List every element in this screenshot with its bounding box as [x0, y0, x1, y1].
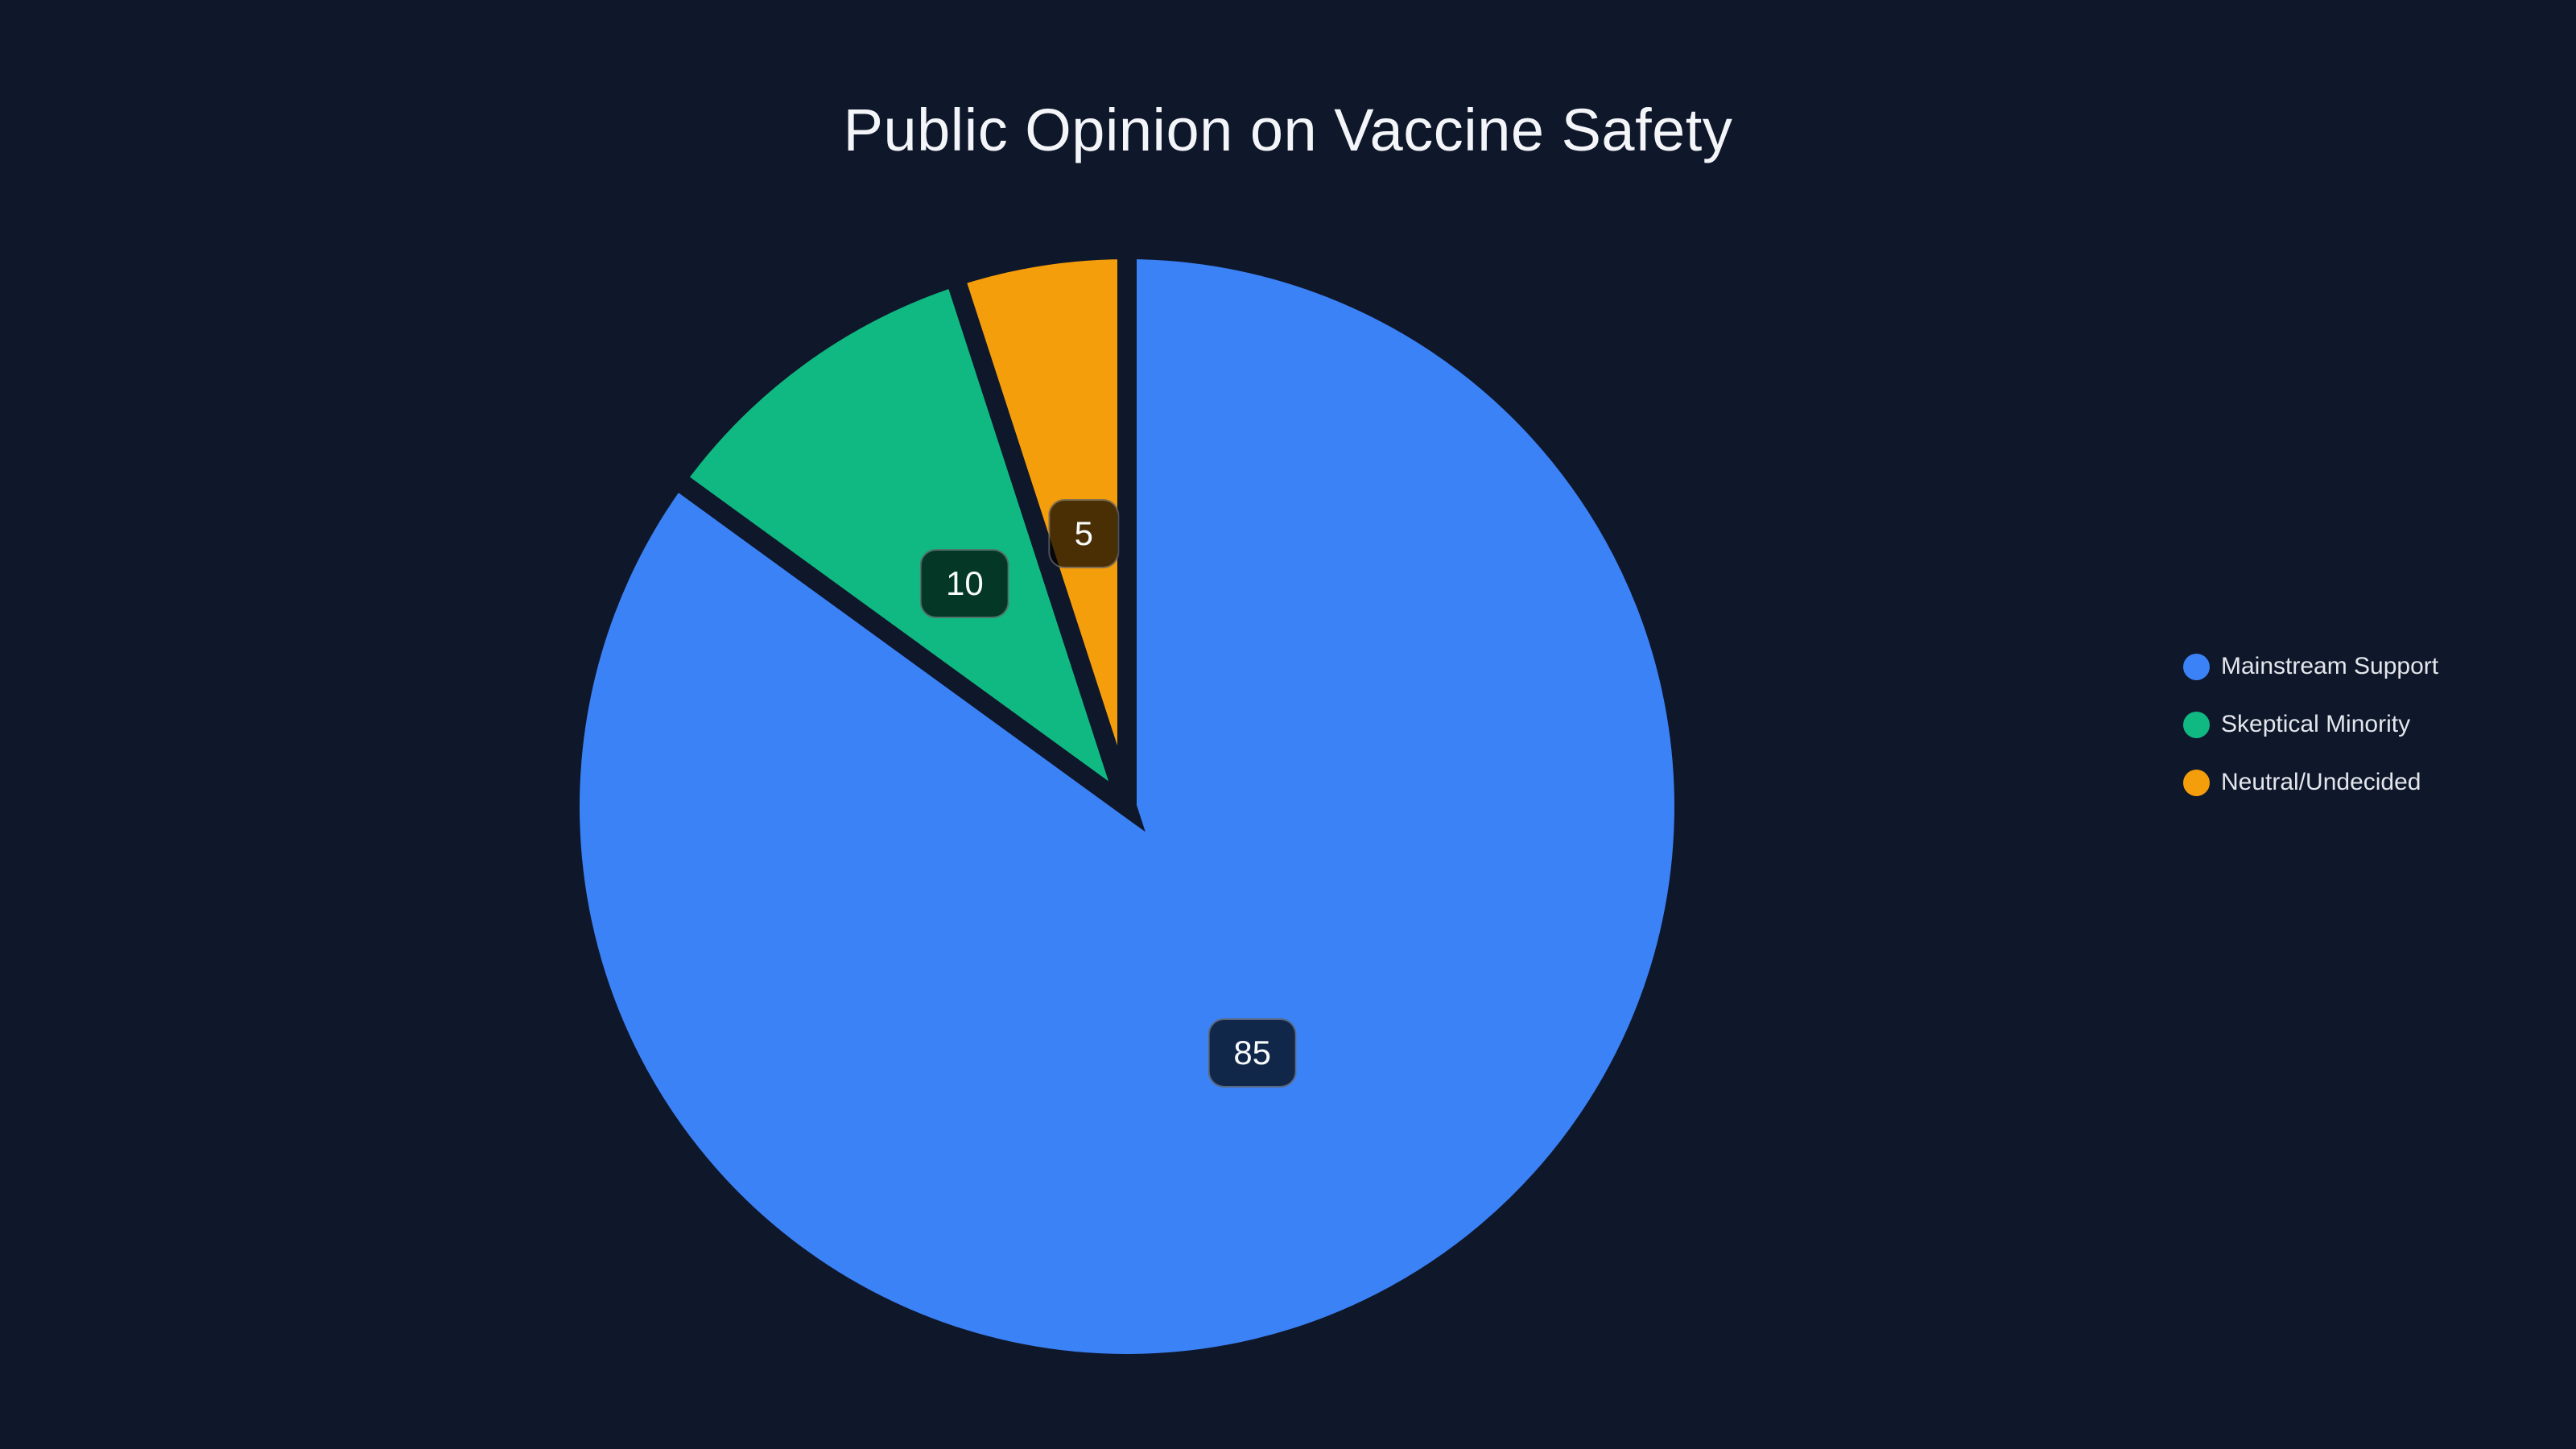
chart-title: Public Opinion on Vaccine Safety — [843, 97, 1733, 163]
legend-item-neutral-undecided[interactable]: Neutral/Undecided — [2183, 769, 2438, 796]
pie-slice-mainstream-support[interactable] — [560, 239, 1694, 1373]
legend-swatch-icon — [2183, 711, 2210, 738]
pie-slice-neutral-undecided[interactable] — [943, 239, 1137, 810]
legend-item-skeptical-minority[interactable]: Skeptical Minority — [2183, 711, 2438, 738]
legend-label: Mainstream Support — [2221, 653, 2439, 679]
legend-label: Neutral/Undecided — [2221, 769, 2421, 795]
pie-slice-skeptical-minority[interactable] — [663, 264, 1146, 832]
legend-item-mainstream-support[interactable]: Mainstream Support — [2183, 653, 2438, 680]
legend-swatch-icon — [2183, 653, 2210, 680]
legend: Mainstream Support Skeptical Minority Neut… — [2183, 653, 2438, 796]
legend-swatch-icon — [2183, 769, 2210, 796]
legend-label: Skeptical Minority — [2221, 711, 2411, 737]
